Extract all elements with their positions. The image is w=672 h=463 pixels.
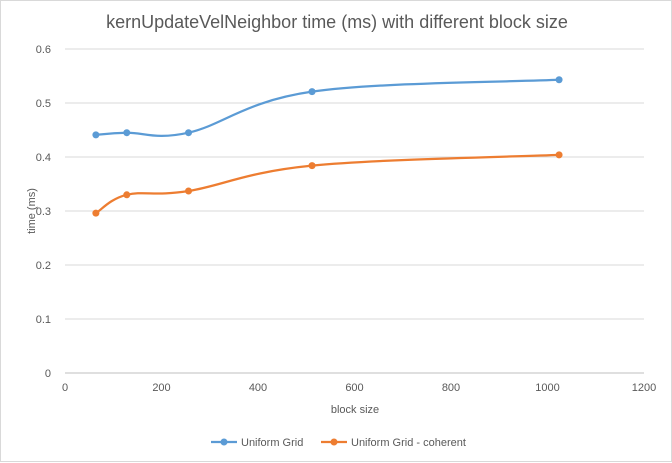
x-tick-label: 0 — [62, 382, 68, 394]
x-tick-label: 600 — [345, 382, 363, 394]
y-tick-label: 0 — [45, 368, 51, 380]
legend-marker — [220, 438, 228, 446]
y-tick-label: 0.4 — [36, 152, 51, 164]
data-point — [92, 209, 100, 217]
data-point — [185, 129, 193, 137]
series-group — [92, 76, 563, 217]
legend-label: Uniform Grid — [241, 437, 303, 449]
chart-title: kernUpdateVelNeighbor time (ms) with dif… — [106, 12, 568, 32]
series-line-1 — [95, 78, 560, 138]
legend-marker — [330, 438, 338, 446]
x-tick-label: 200 — [152, 382, 170, 394]
y-axis-ticks: 0 0.1 0.2 0.3 0.4 0.5 0.6 — [36, 44, 51, 380]
y-tick-label: 0.5 — [36, 98, 51, 110]
data-point — [123, 129, 131, 137]
data-point — [123, 191, 131, 199]
data-point — [555, 151, 563, 159]
y-axis-label: time (ms) — [26, 188, 38, 234]
gridlines — [65, 48, 644, 374]
x-tick-label: 1200 — [632, 382, 656, 394]
legend-label: Uniform Grid - coherent — [351, 437, 466, 449]
x-axis-ticks: 0 200 400 600 800 1000 1200 — [62, 382, 656, 394]
series-line-2 — [95, 153, 560, 215]
x-axis-label: block size — [331, 404, 379, 416]
y-tick-label: 0.3 — [36, 206, 51, 218]
data-point — [308, 162, 316, 170]
y-tick-label: 0.6 — [36, 44, 51, 56]
x-tick-label: 800 — [442, 382, 460, 394]
data-point — [185, 187, 193, 195]
y-tick-label: 0.1 — [36, 314, 51, 326]
data-point — [555, 76, 563, 84]
data-point — [92, 131, 100, 139]
legend: Uniform Grid Uniform Grid - coherent — [211, 437, 466, 449]
y-tick-label: 0.2 — [36, 260, 51, 272]
data-point — [308, 88, 316, 96]
x-tick-label: 1000 — [535, 382, 559, 394]
x-tick-label: 400 — [249, 382, 267, 394]
